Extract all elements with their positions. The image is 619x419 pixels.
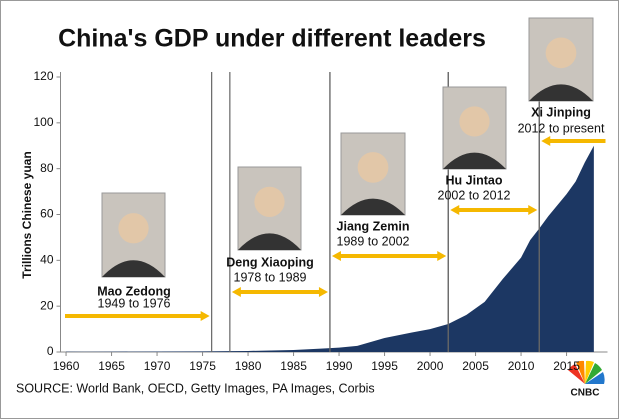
y-tick-label: 40 — [40, 253, 54, 267]
x-tick-label: 1965 — [98, 359, 125, 373]
y-tick-label: 80 — [40, 161, 54, 175]
x-tick-label: 1975 — [189, 359, 216, 373]
term-arrow — [231, 287, 328, 297]
x-tick-label: 1995 — [371, 359, 398, 373]
logo-feather — [568, 364, 585, 384]
x-tick-label: 1960 — [53, 359, 80, 373]
term-arrow — [65, 311, 210, 321]
x-tick-label: 2015 — [553, 359, 580, 373]
term-arrow — [541, 136, 606, 146]
term-arrow — [450, 205, 538, 215]
y-tick-label: 100 — [33, 115, 53, 129]
logo-feather — [585, 360, 594, 384]
photo-face — [459, 106, 490, 137]
y-tick-label: 120 — [33, 69, 53, 83]
logo-feather — [585, 363, 602, 384]
leader-term: 2012 to present — [518, 121, 605, 135]
leader-name: Jiang Zemin — [337, 219, 410, 233]
x-tick-label: 1985 — [280, 359, 307, 373]
photo-body — [341, 198, 405, 215]
leader-name: Mao Zedong — [97, 284, 171, 298]
photo-face — [118, 213, 149, 244]
photo-body — [238, 233, 301, 250]
x-tick-label: 2010 — [508, 359, 535, 373]
logo-feather — [576, 360, 585, 384]
photo-face — [545, 37, 577, 69]
term-arrow — [331, 251, 447, 261]
x-tick-label: 1990 — [326, 359, 353, 373]
leader-term: 1978 to 1989 — [234, 270, 307, 284]
x-tick-label: 1970 — [144, 359, 171, 373]
logo-feather — [585, 372, 605, 384]
photo-face — [357, 152, 389, 183]
leader-name: Deng Xiaoping — [226, 255, 314, 269]
leader-name: Hu Jintao — [446, 173, 503, 187]
photo-body — [102, 260, 165, 277]
photo-body — [529, 84, 593, 101]
leader-term: 2002 to 2012 — [438, 188, 511, 202]
leader-term: 1949 to 1976 — [98, 296, 171, 310]
y-axis-label: Trillions Chinese yuan — [20, 151, 34, 278]
x-tick-label: 2000 — [417, 359, 444, 373]
chart-title: China's GDP under different leaders — [58, 25, 486, 53]
y-tick-label: 0 — [47, 344, 54, 358]
leader-name: Xi Jinping — [531, 105, 591, 119]
leader-term: 1989 to 2002 — [337, 234, 410, 248]
y-tick-label: 20 — [40, 298, 54, 312]
logo: CNBC — [568, 360, 605, 399]
photo-face — [254, 186, 285, 217]
logo-text: CNBC — [571, 388, 600, 399]
photo-body — [443, 152, 506, 169]
y-tick-label: 60 — [40, 207, 54, 221]
x-tick-label: 1980 — [235, 359, 262, 373]
source-note: SOURCE: World Bank, OECD, Getty Images, … — [16, 381, 375, 395]
x-tick-label: 2005 — [462, 359, 489, 373]
area — [66, 145, 594, 352]
